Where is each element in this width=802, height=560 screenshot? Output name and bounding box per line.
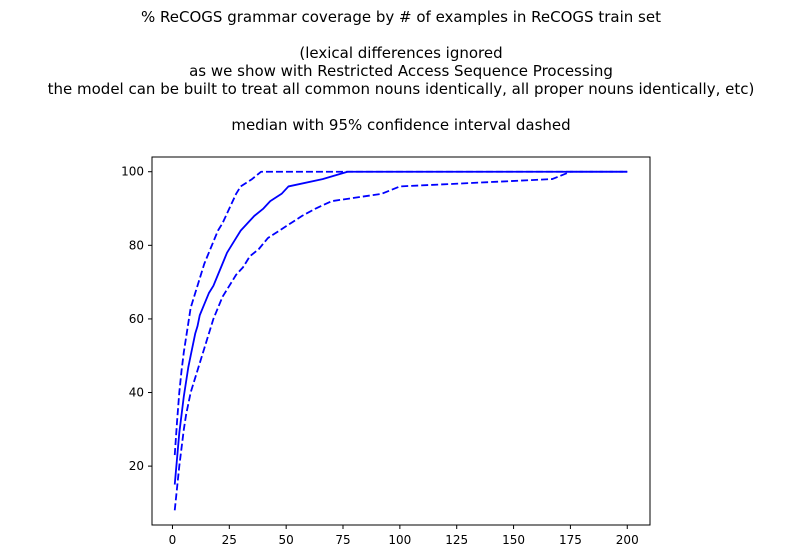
plot-frame [151, 156, 651, 526]
x-tick-label: 100 [388, 533, 411, 547]
x-tick-label: 125 [445, 533, 468, 547]
median-line [173, 170, 628, 485]
series-lines [173, 170, 628, 511]
lower-ci-line [173, 170, 628, 511]
x-tick-label: 0 [169, 533, 177, 547]
title-line-4: as we show with Restricted Access Sequen… [189, 62, 613, 80]
axis-ticks: 0 25 50 75 100 125 150 175 200 20 40 60 80 100 [121, 165, 639, 547]
x-tick-label: 75 [335, 533, 350, 547]
y-tick-label: 100 [121, 165, 144, 179]
x-tick-label: 150 [502, 533, 525, 547]
x-tick-label: 175 [559, 533, 582, 547]
title-line-3: (lexical differences ignored [299, 44, 503, 62]
y-tick-label: 40 [129, 386, 144, 400]
x-tick-label: 25 [222, 533, 237, 547]
y-tick-label: 80 [129, 238, 144, 252]
title-line-5: the model can be built to treat all comm… [47, 80, 755, 98]
title-line-7: median with 95% confidence interval dash… [231, 116, 571, 134]
x-tick-label: 200 [616, 533, 639, 547]
title-line-1: % ReCOGS grammar coverage by # of exampl… [141, 8, 661, 26]
upper-ci-line [173, 170, 628, 456]
y-tick-label: 20 [129, 459, 144, 473]
chart-title: % ReCOGS grammar coverage by # of exampl… [0, 8, 802, 134]
y-tick-label: 60 [129, 312, 144, 326]
x-tick-label: 50 [279, 533, 294, 547]
